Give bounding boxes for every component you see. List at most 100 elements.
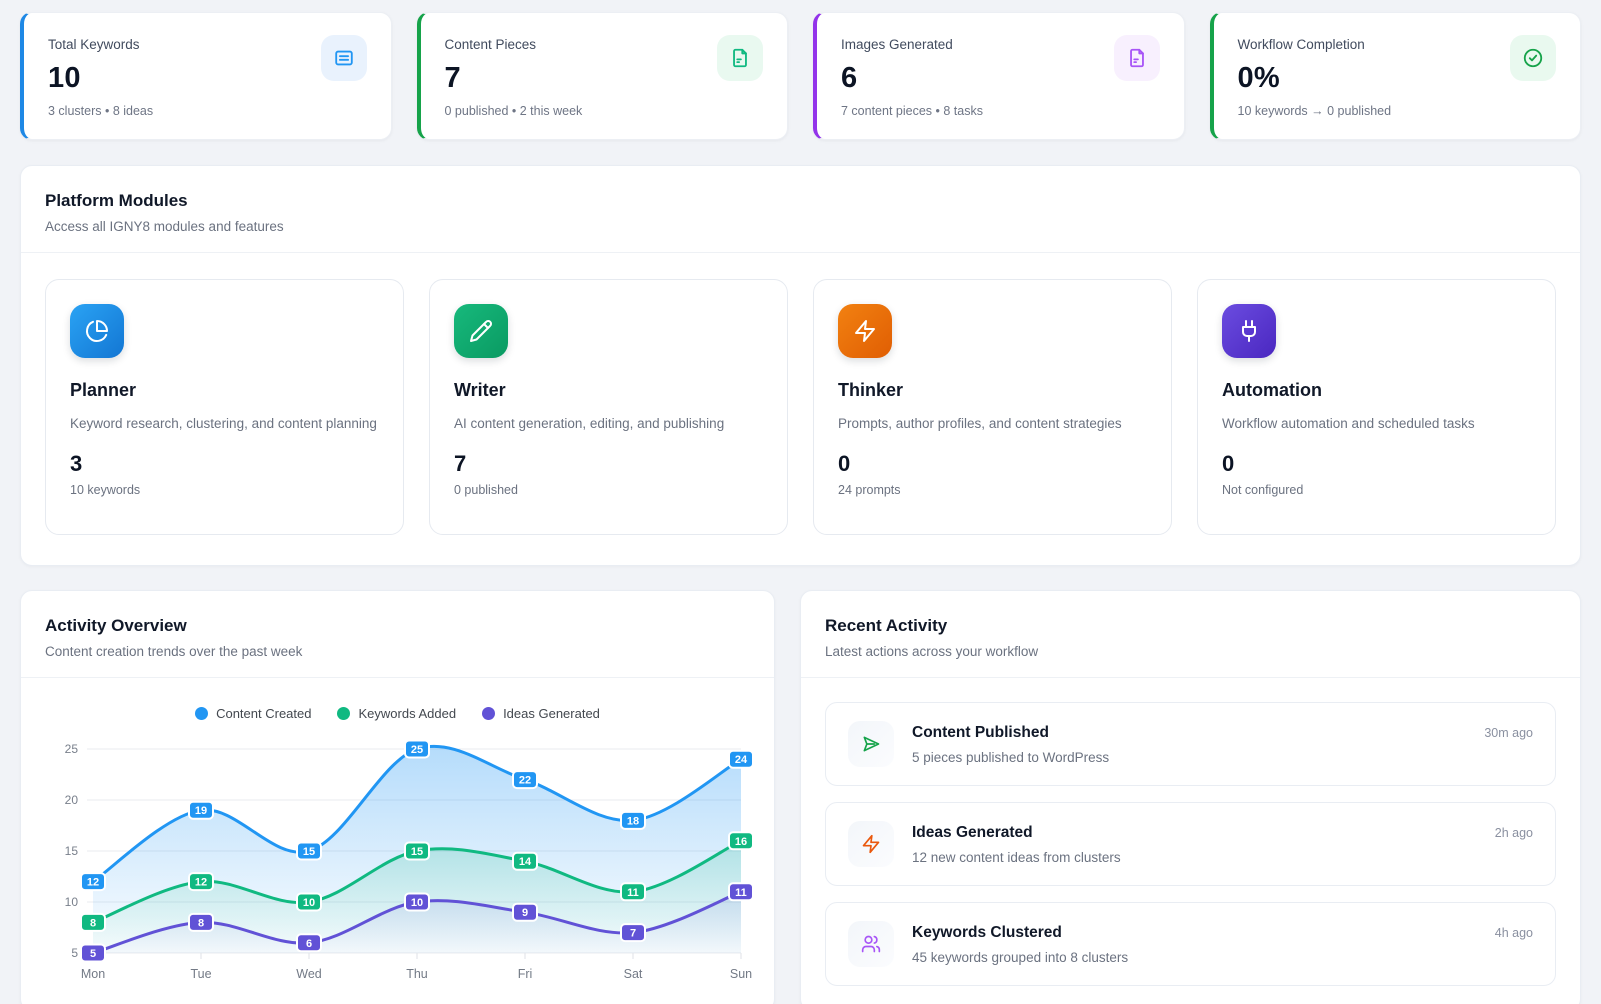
- module-description: AI content generation, editing, and publ…: [454, 416, 725, 431]
- legend-dot: [482, 707, 496, 720]
- svg-text:18: 18: [627, 815, 639, 827]
- activity-timestamp: 2h ago: [1494, 825, 1533, 840]
- activity-description: 45 keywords grouped into 8 clusters: [912, 949, 1129, 965]
- recent-activity-header: Recent Activity Latest actions across yo…: [801, 591, 1580, 678]
- stat-card-images-generated[interactable]: Images Generated 6 7 content pieces • 8 …: [813, 12, 1185, 140]
- module-card-writer[interactable]: Writer AI content generation, editing, a…: [429, 279, 788, 535]
- svg-text:20: 20: [65, 793, 79, 807]
- svg-text:14: 14: [519, 856, 532, 868]
- users-icon: [848, 921, 894, 967]
- svg-text:Wed: Wed: [296, 967, 322, 981]
- activity-item-content-published[interactable]: Content Published 30m ago 5 pieces publi…: [825, 702, 1556, 786]
- svg-text:10: 10: [411, 897, 423, 909]
- activity-overview-header: Activity Overview Content creation trend…: [21, 591, 774, 678]
- module-description: Workflow automation and scheduled tasks: [1222, 416, 1475, 431]
- legend-item[interactable]: Ideas Generated: [482, 706, 600, 721]
- svg-text:15: 15: [65, 844, 79, 858]
- plug-icon: [1222, 304, 1276, 358]
- file-icon: [717, 35, 763, 81]
- module-card-automation[interactable]: Automation Workflow automation and sched…: [1197, 279, 1556, 535]
- svg-text:10: 10: [65, 895, 79, 909]
- stat-subtext: 7 content pieces • 8 tasks: [841, 104, 983, 118]
- zap-icon: [838, 304, 892, 358]
- panel-title: Activity Overview: [45, 616, 187, 635]
- activity-list: Content Published 30m ago 5 pieces publi…: [801, 678, 1580, 1004]
- panel-title: Recent Activity: [825, 616, 948, 635]
- svg-text:11: 11: [735, 887, 747, 899]
- activity-timestamp: 30m ago: [1484, 725, 1533, 740]
- stat-value: 0%: [1237, 62, 1281, 94]
- recent-activity-panel: Recent Activity Latest actions across yo…: [800, 590, 1581, 1004]
- stat-label: Images Generated: [841, 37, 953, 52]
- module-sublabel: 24 prompts: [838, 483, 901, 498]
- svg-text:6: 6: [306, 938, 312, 950]
- stat-value: 10: [48, 62, 81, 94]
- activity-chart[interactable]: Content Created Keywords Added Ideas Gener…: [21, 678, 774, 993]
- stat-card-workflow-completion[interactable]: Workflow Completion 0% 10 keywords → 0 p…: [1209, 12, 1581, 140]
- svg-text:Tue: Tue: [190, 967, 211, 981]
- zap-icon: [848, 821, 894, 867]
- module-name: Planner: [70, 380, 137, 400]
- pencil-icon: [454, 304, 508, 358]
- list-icon: [320, 35, 367, 81]
- svg-text:10: 10: [303, 897, 315, 909]
- activity-title: Keywords Clustered: [912, 923, 1062, 941]
- activity-title: Content Published: [912, 723, 1049, 741]
- module-name: Automation: [1222, 380, 1322, 400]
- svg-text:Thu: Thu: [406, 967, 428, 981]
- module-description: Keyword research, clustering, and conten…: [70, 416, 377, 431]
- activity-item-ideas-generated[interactable]: Ideas Generated 2h ago 12 new content id…: [825, 802, 1556, 886]
- svg-text:25: 25: [65, 742, 79, 756]
- svg-text:7: 7: [630, 928, 636, 940]
- svg-text:15: 15: [411, 846, 423, 858]
- module-sublabel: 0 published: [454, 483, 518, 498]
- svg-text:Fri: Fri: [518, 967, 533, 981]
- platform-modules-panel: Platform Modules Access all IGNY8 module…: [20, 165, 1581, 566]
- svg-text:9: 9: [522, 907, 528, 919]
- module-card-thinker[interactable]: Thinker Prompts, author profiles, and co…: [813, 279, 1172, 535]
- svg-text:22: 22: [519, 775, 531, 787]
- svg-text:5: 5: [90, 948, 96, 960]
- module-description: Prompts, author profiles, and content st…: [838, 416, 1122, 431]
- stat-value: 6: [841, 62, 858, 94]
- stat-subtext: 3 clusters • 8 ideas: [48, 104, 154, 118]
- legend-item[interactable]: Content Created: [195, 706, 311, 721]
- svg-text:Mon: Mon: [81, 967, 105, 981]
- svg-text:24: 24: [735, 754, 748, 766]
- svg-text:11: 11: [627, 887, 639, 899]
- stat-card-total-keywords[interactable]: Total Keywords 10 3 clusters • 8 ideas: [20, 12, 392, 140]
- module-value: 7: [454, 451, 467, 477]
- legend-dot: [337, 707, 351, 720]
- modules-grid: Planner Keyword research, clustering, an…: [21, 253, 1580, 565]
- legend-dot: [195, 707, 209, 720]
- stat-label: Total Keywords: [48, 37, 140, 52]
- activity-item-keywords-clustered[interactable]: Keywords Clustered 4h ago 45 keywords gr…: [825, 902, 1556, 986]
- stat-value: 7: [444, 62, 461, 94]
- stat-label: Workflow Completion: [1237, 37, 1365, 52]
- stat-subtext: 10 keywords → 0 published: [1237, 104, 1392, 118]
- module-value: 0: [838, 451, 851, 477]
- module-card-planner[interactable]: Planner Keyword research, clustering, an…: [45, 279, 404, 535]
- svg-text:15: 15: [303, 846, 315, 858]
- svg-text:16: 16: [735, 836, 747, 848]
- module-sublabel: Not configured: [1222, 483, 1304, 498]
- svg-text:19: 19: [195, 805, 207, 817]
- activity-description: 12 new content ideas from clusters: [912, 849, 1121, 865]
- activity-description: 5 pieces published to WordPress: [912, 749, 1110, 765]
- stat-label: Content Pieces: [444, 37, 537, 52]
- activity-title: Ideas Generated: [912, 823, 1033, 841]
- panel-subtitle: Latest actions across your workflow: [825, 644, 1039, 659]
- module-value: 3: [70, 451, 83, 477]
- pie-chart-icon: [70, 304, 124, 358]
- svg-text:12: 12: [195, 877, 207, 889]
- stat-cards-row: Total Keywords 10 3 clusters • 8 ideas C…: [20, 12, 1581, 140]
- panel-subtitle: Content creation trends over the past we…: [45, 644, 303, 659]
- chart-canvas[interactable]: 25 20 15 10 5 Mon Tue Wed Thu Fri Sat Sun 12 19 15 25 22…: [41, 731, 754, 993]
- panel-title: Platform Modules: [45, 191, 188, 210]
- send-icon: [848, 721, 894, 767]
- stat-card-content-pieces[interactable]: Content Pieces 7 0 published • 2 this we…: [416, 12, 788, 140]
- platform-modules-header: Platform Modules Access all IGNY8 module…: [21, 166, 1580, 253]
- svg-text:Sun: Sun: [730, 967, 752, 981]
- legend-item[interactable]: Keywords Added: [337, 706, 456, 721]
- svg-text:Sat: Sat: [624, 967, 643, 981]
